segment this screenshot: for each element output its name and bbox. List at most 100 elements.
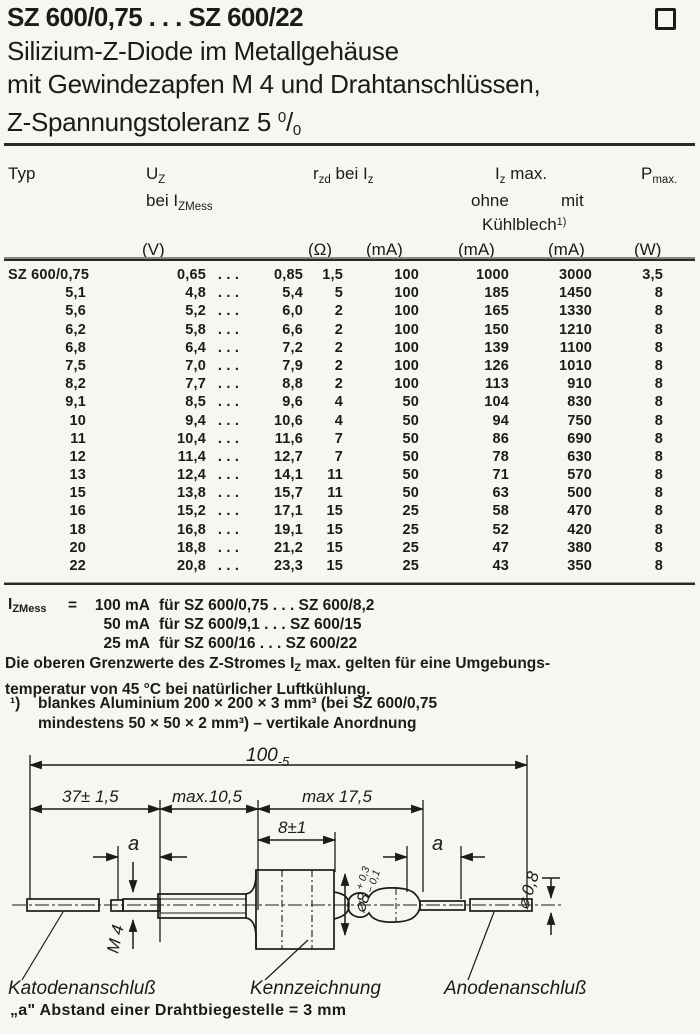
izmess-line: = 100 mA für SZ 600/0,75 . . . SZ 600/8,… [68,596,374,615]
cell-uz-max: 23,3 [273,558,303,574]
cell-dots: . . . [217,430,240,447]
izmess-lines: = 100 mA für SZ 600/0,75 . . . SZ 600/8,… [68,596,374,653]
cell-uz-max: 0,85 [273,267,303,283]
table-body: SZ 600/0,75 0,65 . . . 0,85 1,5 100 1000… [8,266,696,575]
table-row: 20 18,8 . . . 21,2 15 25 47 380 8 [8,539,696,557]
table-row: SZ 600/0,75 0,65 . . . 0,85 1,5 100 1000… [8,266,696,284]
svg-text:M 4: M 4 [103,923,127,955]
col-header-izmax: Iz max. [495,164,548,186]
cell-izmax-ohne: 165 [484,303,509,320]
cell-rzd: 7 [334,430,343,447]
dimension-lines [28,760,560,949]
equals-sign [68,615,86,634]
cell-uz-max: 12,7 [273,448,303,465]
table-row: 9,1 8,5 . . . 9,6 4 50 104 830 8 [8,393,696,411]
izmess-range: für SZ 600/9,1 . . . SZ 600/15 [159,616,362,633]
cell-rzd: 11 [327,467,343,484]
bend-distance-note: „a" Abstand einer Drahtbiegestelle = 3 m… [10,1002,347,1019]
cell-typ: 9,1 [65,394,86,411]
subtitle-line-2: mit Gewindezapfen M 4 und Drahtanschlüss… [7,69,541,99]
izmess-range: für SZ 600/16 . . . SZ 600/22 [159,635,358,652]
label-marking: Kennzeichnung [250,978,381,999]
izmess-label: IZMess [8,596,47,615]
dim-wire-diameter: ⌀ 0,8 [513,869,543,912]
unit-pmax: (W) [634,240,662,259]
cell-rzd: 4 [334,412,343,429]
cell-izmax-mit: 690 [567,430,592,447]
cell-dots: . . . [217,376,240,393]
dim-body-length: max 17,5 [302,787,372,806]
subtitle-line-1: Silizium-Z-Diode im Metallgehäuse [7,36,399,66]
cell-dots: . . . [217,521,240,538]
corner-square-icon [655,8,676,30]
cell-uz-min: 7,0 [185,357,206,374]
cell-uz-max: 5,4 [282,285,303,302]
cell-iz: 50 [402,485,419,502]
footnote-text: blankes Aluminium 200 × 200 × 3 mm³ (bei… [38,695,438,732]
dim-a-right: a [432,833,443,855]
cell-uz-min: 20,8 [176,558,206,574]
izmess-value: 25 mA [103,635,150,652]
izmess-note: IZMess = 100 mA für SZ 600/0,75 . . . SZ… [8,596,374,653]
cell-rzd: 2 [334,376,343,393]
cell-izmax-mit: 500 [567,485,592,502]
dim-a-left: a [128,833,139,855]
cell-iz: 25 [402,521,419,538]
cell-izmax-mit: 1010 [558,357,592,374]
cell-izmax-ohne: 47 [492,539,509,556]
cell-pmax: 8 [654,376,663,393]
cell-typ: 20 [69,539,86,556]
label-cathode: Katodenanschluß [8,978,156,999]
cell-iz: 100 [394,285,419,302]
cell-dots: . . . [217,321,240,338]
izmess-line: 25 mA für SZ 600/16 . . . SZ 600/22 [68,634,374,653]
equals-sign [68,634,86,653]
cell-pmax: 8 [654,285,663,302]
cell-izmax-mit: 750 [567,412,592,429]
cell-rzd: 1,5 [322,267,343,283]
cell-dots: . . . [217,467,240,484]
cell-iz: 100 [394,357,419,374]
cell-iz: 100 [394,303,419,320]
cell-izmax-ohne: 43 [492,558,509,574]
cell-typ: 6,2 [65,321,86,338]
cell-dots: . . . [217,357,240,374]
cell-izmax-mit: 1330 [558,303,592,320]
col-header-uz: UZ [146,164,166,186]
cell-uz-max: 17,1 [273,503,303,520]
unit-mit: (mA) [548,240,585,259]
cell-uz-min: 13,8 [176,485,206,502]
cell-iz: 50 [402,394,419,411]
cell-pmax: 8 [654,521,663,538]
equals-sign: = [68,597,78,614]
izmess-range: für SZ 600/0,75 . . . SZ 600/8,2 [159,597,375,614]
cell-iz: 50 [402,448,419,465]
cell-uz-min: 12,4 [176,467,206,484]
cell-izmax-mit: 630 [567,448,592,465]
cell-izmax-ohne: 104 [484,394,509,411]
footnote-1: ¹) blankes Aluminium 200 × 200 × 3 mm³ (… [8,694,437,734]
cell-pmax: 8 [654,339,663,356]
cell-uz-max: 14,1 [273,467,303,484]
cell-pmax: 8 [654,558,663,574]
table-row: 7,5 7,0 . . . 7,9 2 100 126 1010 8 [8,357,696,375]
table-header: Typ UZ bei IZMess rzd bei Iz Iz max. Pma… [8,156,696,259]
cell-uz-max: 11,6 [274,430,303,447]
cell-izmax-mit: 1100 [559,339,592,356]
cell-uz-min: 15,2 [176,503,206,520]
cell-typ: 5,6 [65,303,86,320]
izmess-line: 50 mA für SZ 600/9,1 . . . SZ 600/15 [68,615,374,634]
cell-izmax-mit: 3000 [558,267,592,283]
cell-rzd: 2 [334,303,343,320]
cell-dots: . . . [217,539,240,556]
cell-izmax-ohne: 78 [492,448,509,465]
table-row: 16 15,2 . . . 17,1 15 25 58 470 8 [8,502,696,520]
page-title: SZ 600/0,75 . . . SZ 600/22 [7,2,304,32]
cell-pmax: 8 [654,303,663,320]
cell-pmax: 8 [654,430,663,447]
leader-lines [21,911,495,981]
unit-ohne: (mA) [458,240,495,259]
cell-pmax: 3,5 [642,267,663,283]
cell-rzd: 7 [334,448,343,465]
